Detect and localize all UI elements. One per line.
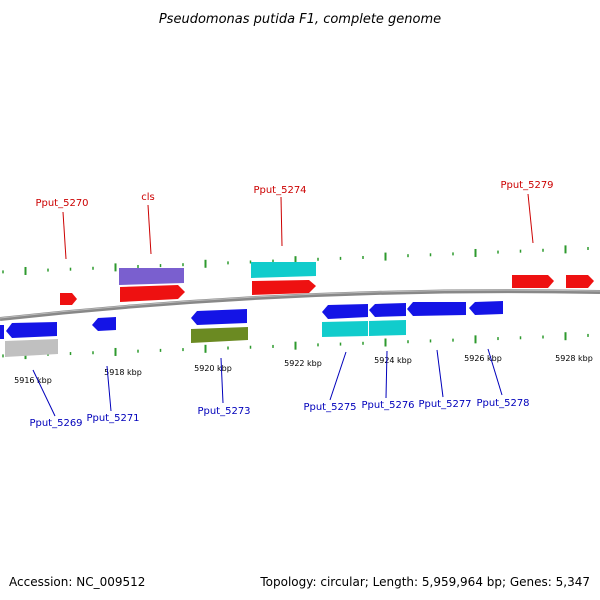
gene-label[interactable]: Pput_5278 — [476, 398, 529, 409]
genome-backbone-highlight — [0, 289, 600, 319]
forward-strand-features — [60, 262, 594, 305]
topology-info-text: Topology: circular; Length: 5,959,964 bp… — [260, 575, 590, 589]
tick-label: 5920 kbp — [194, 364, 232, 373]
tick-label: 5922 kbp — [284, 359, 322, 368]
accession-text: Accession: NC_009512 — [9, 575, 146, 589]
gene-feature[interactable] — [120, 285, 185, 302]
reverse-strand-features — [0, 301, 503, 357]
reverse-gene-labels: Pput_5269 Pput_5271 Pput_5273 Pput_5275 … — [29, 398, 529, 429]
gene-label[interactable]: Pput_5276 — [361, 400, 414, 411]
gene-feature[interactable] — [6, 322, 57, 338]
gene-feature[interactable] — [0, 325, 4, 339]
gene-feature[interactable] — [369, 303, 406, 317]
label-leaders — [32, 193, 534, 417]
gene-feature[interactable] — [469, 301, 503, 315]
tick-labels: 5916 kbp 5918 kbp 5920 kbp 5922 kbp 5924… — [14, 354, 593, 385]
genome-backbone — [0, 289, 600, 321]
gene-label[interactable]: Pput_5271 — [86, 413, 139, 424]
gene-label[interactable]: cls — [141, 192, 155, 203]
gene-label[interactable]: Pput_5273 — [197, 406, 250, 417]
tick-label: 5918 kbp — [104, 368, 142, 377]
gene-feature[interactable] — [407, 302, 466, 316]
gene-label[interactable]: Pput_5269 — [29, 418, 82, 429]
tick-label: 5928 kbp — [555, 354, 593, 363]
forward-gene-labels: Pput_5270 cls Pput_5274 Pput_5279 — [35, 180, 553, 209]
map-title: Pseudomonas putida F1, complete genome — [159, 12, 441, 27]
gene-feature[interactable] — [512, 275, 554, 288]
gene-feature[interactable] — [92, 317, 116, 331]
tick-label: 5924 kbp — [374, 356, 412, 365]
gene-label[interactable]: Pput_5279 — [500, 180, 553, 191]
gene-label[interactable]: Pput_5275 — [303, 402, 356, 413]
tick-row-reverse — [2, 332, 589, 360]
gene-feature[interactable] — [191, 309, 247, 325]
gene-feature[interactable] — [369, 320, 406, 336]
gene-label[interactable]: Pput_5277 — [418, 399, 471, 410]
gene-feature[interactable] — [252, 280, 316, 295]
gene-feature[interactable] — [251, 262, 316, 278]
gene-feature[interactable] — [5, 339, 58, 357]
gene-feature[interactable] — [322, 304, 368, 319]
gene-feature[interactable] — [191, 327, 248, 343]
gene-label[interactable]: Pput_5270 — [35, 198, 88, 209]
gene-feature[interactable] — [119, 268, 184, 285]
gene-feature[interactable] — [322, 321, 368, 337]
gene-label[interactable]: Pput_5274 — [253, 185, 306, 196]
gene-feature[interactable] — [566, 275, 594, 288]
tick-label: 5926 kbp — [464, 354, 502, 363]
tick-label: 5916 kbp — [14, 376, 52, 385]
gene-feature[interactable] — [60, 293, 77, 305]
